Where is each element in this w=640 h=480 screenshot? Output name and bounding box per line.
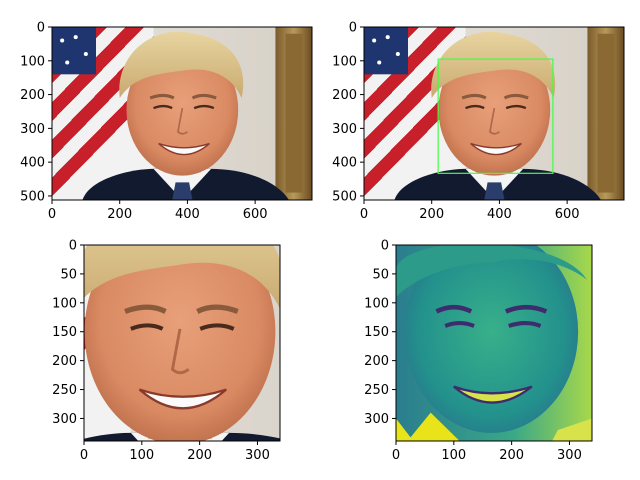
y-tick-label: 100 [364, 296, 389, 311]
y-tick-label: 200 [52, 354, 77, 369]
y-tick-label: 0 [381, 239, 389, 254]
y-tick-label: 200 [364, 354, 389, 369]
x-tick-label: 0 [80, 448, 88, 463]
y-tick-label: 0 [69, 239, 77, 254]
y-axis-ticks: 0 100 200 300 400 500 [20, 21, 52, 204]
x-tick-label: 200 [419, 207, 444, 222]
cropped-face-viridis [396, 231, 592, 441]
x-tick-label: 200 [499, 448, 524, 463]
x-axis-ticks: 0 200 400 600 [360, 200, 580, 222]
x-axis-ticks: 0 100 200 300 [80, 441, 270, 463]
y-tick-label: 200 [20, 88, 45, 103]
plot-frame [83, 244, 281, 442]
plot-frame [51, 26, 313, 201]
y-tick-label: 300 [364, 412, 389, 427]
y-tick-label: 300 [332, 122, 357, 137]
x-tick-label: 0 [392, 448, 400, 463]
y-tick-label: 500 [20, 189, 45, 204]
y-axis-ticks: 0 50 100 150 200 250 300 [52, 239, 84, 427]
x-tick-label: 600 [555, 207, 580, 222]
y-tick-label: 150 [52, 325, 77, 340]
x-axis-ticks: 0 100 200 300 [392, 441, 582, 463]
y-tick-label: 150 [364, 325, 389, 340]
subplot-detected: 0 200 400 600 0 100 200 300 400 500 [332, 21, 625, 222]
x-tick-label: 0 [48, 207, 56, 222]
face-detection-box [437, 58, 554, 174]
y-tick-label: 250 [52, 383, 77, 398]
y-axis-ticks: 0 100 200 300 400 500 [332, 21, 364, 204]
y-tick-label: 400 [332, 156, 357, 171]
y-tick-label: 100 [52, 296, 77, 311]
x-tick-label: 100 [129, 448, 154, 463]
y-tick-label: 400 [20, 156, 45, 171]
subplot-original: 0 200 400 600 0 100 200 300 400 500 [20, 21, 313, 222]
y-tick-label: 300 [52, 412, 77, 427]
y-tick-label: 0 [349, 21, 357, 36]
x-tick-label: 300 [245, 448, 270, 463]
y-tick-label: 500 [332, 189, 357, 204]
y-tick-label: 200 [332, 88, 357, 103]
x-tick-label: 200 [187, 448, 212, 463]
y-tick-label: 0 [37, 21, 45, 36]
x-axis-ticks: 0 200 400 600 [48, 200, 268, 222]
plot-frame [395, 244, 593, 442]
x-tick-label: 100 [441, 448, 466, 463]
subplot-cropped-color: 0 100 200 300 0 50 100 150 200 250 300 [52, 239, 281, 463]
x-tick-label: 600 [243, 207, 268, 222]
x-tick-label: 400 [487, 207, 512, 222]
x-tick-label: 0 [360, 207, 368, 222]
y-axis-ticks: 0 50 100 150 200 250 300 [364, 239, 396, 427]
detected-photo [364, 27, 624, 200]
y-tick-label: 300 [20, 122, 45, 137]
y-tick-label: 100 [20, 54, 45, 69]
original-photo [52, 27, 312, 200]
plot-frame [363, 26, 625, 201]
x-tick-label: 400 [175, 207, 200, 222]
y-tick-label: 100 [332, 54, 357, 69]
y-tick-label: 50 [60, 267, 77, 282]
y-tick-label: 250 [364, 383, 389, 398]
x-tick-label: 300 [557, 448, 582, 463]
y-tick-label: 50 [372, 267, 389, 282]
x-tick-label: 200 [107, 207, 132, 222]
subplot-cropped-viridis: 0 100 200 300 0 50 100 150 200 250 300 [364, 231, 593, 463]
